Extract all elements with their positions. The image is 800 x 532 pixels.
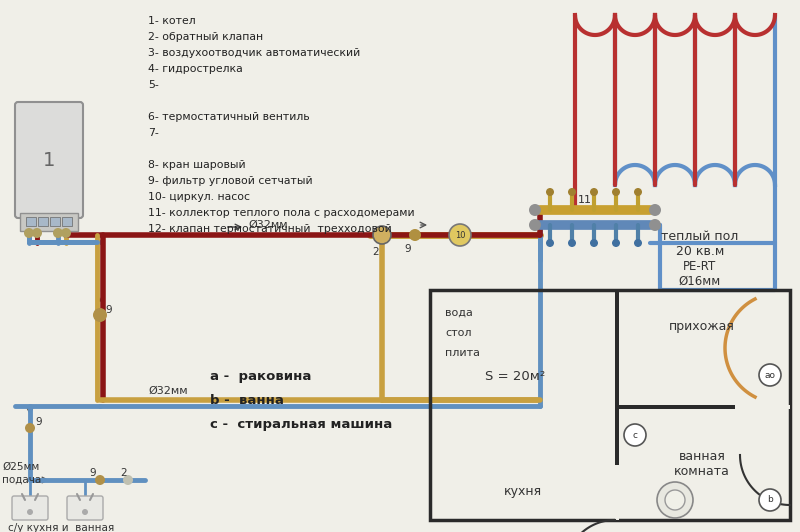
Circle shape bbox=[27, 509, 33, 515]
Bar bbox=[26, 217, 36, 226]
Text: прихожая: прихожая bbox=[669, 320, 735, 333]
Text: 10- циркул. насос: 10- циркул. насос bbox=[148, 192, 250, 202]
Bar bbox=[615, 405, 790, 409]
Circle shape bbox=[25, 423, 35, 433]
Circle shape bbox=[590, 188, 598, 196]
Text: 9: 9 bbox=[89, 468, 96, 478]
Text: подача: подача bbox=[2, 475, 42, 485]
FancyBboxPatch shape bbox=[67, 496, 103, 520]
Circle shape bbox=[32, 228, 42, 238]
Circle shape bbox=[634, 188, 642, 196]
Circle shape bbox=[93, 308, 107, 322]
Text: 2- обратный клапан: 2- обратный клапан bbox=[148, 32, 263, 42]
Text: Ø32мм: Ø32мм bbox=[248, 220, 288, 230]
Text: 2: 2 bbox=[373, 247, 379, 257]
Bar bbox=[50, 217, 60, 226]
Circle shape bbox=[82, 509, 88, 515]
Text: 8- кран шаровый: 8- кран шаровый bbox=[148, 160, 246, 170]
Text: b -  ванна: b - ванна bbox=[210, 394, 284, 407]
Bar bbox=[430, 290, 790, 520]
Circle shape bbox=[409, 229, 421, 241]
Text: c: c bbox=[633, 430, 638, 439]
FancyBboxPatch shape bbox=[15, 102, 83, 218]
Circle shape bbox=[123, 475, 133, 485]
Text: Ø32мм: Ø32мм bbox=[148, 386, 188, 396]
Text: с/у кухня и  ванная: с/у кухня и ванная bbox=[8, 523, 114, 532]
Circle shape bbox=[24, 228, 34, 238]
Text: a -  раковина: a - раковина bbox=[210, 370, 311, 383]
Text: кухня: кухня bbox=[504, 485, 542, 498]
Text: 1- котел: 1- котел bbox=[148, 16, 196, 26]
Text: ванная
комната: ванная комната bbox=[674, 450, 730, 478]
Text: 4- гидрострелка: 4- гидрострелка bbox=[148, 64, 242, 74]
Circle shape bbox=[546, 239, 554, 247]
Text: плита: плита bbox=[445, 348, 480, 358]
Text: 11- коллектор теплого пола с расходомерами: 11- коллектор теплого пола с расходомера… bbox=[148, 208, 414, 218]
Circle shape bbox=[568, 239, 576, 247]
Text: ao: ao bbox=[765, 370, 775, 379]
Circle shape bbox=[568, 188, 576, 196]
Circle shape bbox=[759, 489, 781, 511]
Text: 9- фильтр угловой сетчатый: 9- фильтр угловой сетчатый bbox=[148, 176, 313, 186]
FancyBboxPatch shape bbox=[12, 496, 48, 520]
Circle shape bbox=[649, 219, 661, 231]
Text: Ø25мм: Ø25мм bbox=[2, 462, 39, 472]
Bar bbox=[20, 213, 78, 231]
Circle shape bbox=[53, 228, 63, 238]
Circle shape bbox=[449, 224, 471, 246]
Text: 7-: 7- bbox=[148, 128, 158, 138]
Text: 9: 9 bbox=[405, 244, 411, 254]
Text: 9: 9 bbox=[35, 417, 42, 427]
Circle shape bbox=[373, 226, 391, 244]
Text: 11: 11 bbox=[578, 195, 592, 205]
Circle shape bbox=[61, 228, 71, 238]
Circle shape bbox=[612, 239, 620, 247]
Circle shape bbox=[624, 424, 646, 446]
Text: b: b bbox=[767, 495, 773, 504]
Bar bbox=[62, 217, 72, 226]
Text: 5-: 5- bbox=[148, 80, 158, 90]
Text: c -  стиральная машина: c - стиральная машина bbox=[210, 418, 392, 431]
Text: 10: 10 bbox=[454, 230, 466, 239]
Circle shape bbox=[634, 239, 642, 247]
Circle shape bbox=[649, 204, 661, 216]
Bar bbox=[615, 465, 619, 520]
Bar bbox=[38, 217, 48, 226]
Text: 9: 9 bbox=[105, 305, 112, 315]
Circle shape bbox=[612, 188, 620, 196]
Text: 3- воздухоотводчик автоматический: 3- воздухоотводчик автоматический bbox=[148, 48, 360, 58]
Text: 6- термостатичный вентиль: 6- термостатичный вентиль bbox=[148, 112, 310, 122]
Text: S = 20м²: S = 20м² bbox=[485, 370, 545, 383]
Circle shape bbox=[759, 364, 781, 386]
Circle shape bbox=[657, 482, 693, 518]
Text: 1: 1 bbox=[43, 151, 55, 170]
Text: теплый пол
20 кв.м: теплый пол 20 кв.м bbox=[662, 230, 738, 258]
Text: 12- клапан термостатичный  трехходовой: 12- клапан термостатичный трехходовой bbox=[148, 224, 392, 234]
Text: стол: стол bbox=[445, 328, 471, 338]
Bar bbox=[615, 290, 619, 520]
Text: 2: 2 bbox=[120, 468, 126, 478]
Circle shape bbox=[95, 475, 105, 485]
Circle shape bbox=[529, 204, 541, 216]
Circle shape bbox=[590, 239, 598, 247]
Text: вода: вода bbox=[445, 308, 473, 318]
Bar bbox=[735, 405, 790, 409]
Text: PE-RT
Ø16мм: PE-RT Ø16мм bbox=[679, 260, 721, 288]
Circle shape bbox=[529, 219, 541, 231]
Circle shape bbox=[546, 188, 554, 196]
Circle shape bbox=[665, 490, 685, 510]
